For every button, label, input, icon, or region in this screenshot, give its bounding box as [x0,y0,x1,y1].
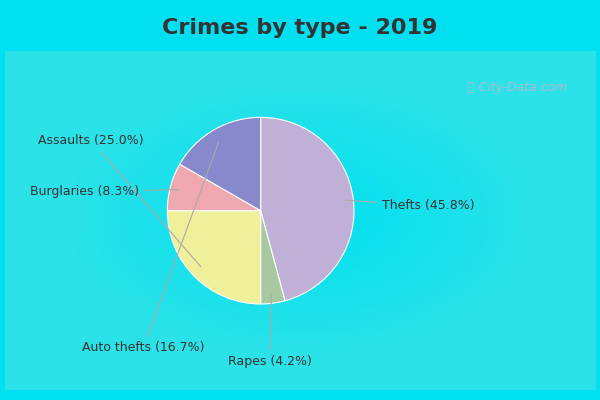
Wedge shape [180,117,260,211]
Wedge shape [260,211,285,304]
Text: Assaults (25.0%): Assaults (25.0%) [38,134,201,267]
Wedge shape [260,117,354,301]
Text: Auto thefts (16.7%): Auto thefts (16.7%) [82,142,218,354]
Text: ⓘ City-Data.com: ⓘ City-Data.com [467,82,568,94]
Text: Crimes by type - 2019: Crimes by type - 2019 [163,18,437,38]
Wedge shape [167,211,260,304]
Text: Rapes (4.2%): Rapes (4.2%) [228,295,312,368]
Wedge shape [167,164,260,211]
Text: Thefts (45.8%): Thefts (45.8%) [345,200,475,212]
Text: Burglaries (8.3%): Burglaries (8.3%) [30,186,179,198]
